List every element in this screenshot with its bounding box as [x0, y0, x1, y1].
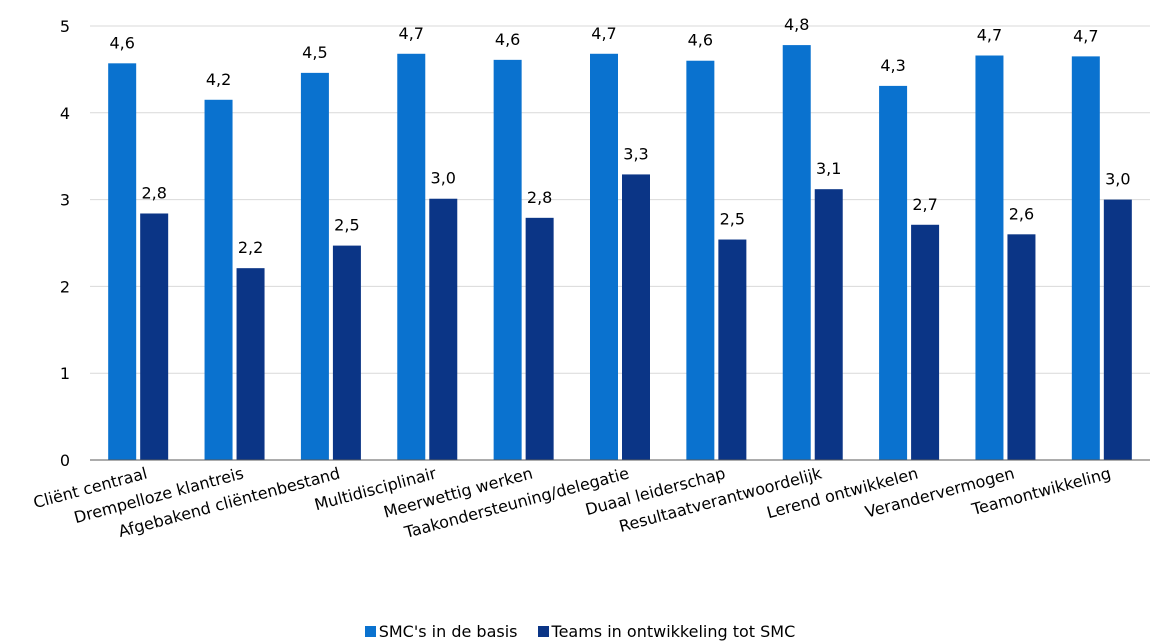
legend-item-series-2: Teams in ontwikkeling tot SMC	[537, 622, 796, 641]
data-label-series-1: 4,7	[399, 24, 424, 43]
bar-series-2	[911, 224, 940, 460]
bars	[108, 45, 1132, 461]
data-label-series-2: 3,3	[623, 144, 648, 163]
bar-series-1	[879, 85, 908, 460]
y-tick-label: 3	[60, 191, 70, 210]
y-tick-label: 4	[60, 104, 70, 123]
data-label-series-1: 4,8	[784, 15, 809, 34]
data-label-series-1: 4,5	[302, 43, 327, 62]
bar-series-2	[814, 189, 843, 460]
data-label-series-1: 4,2	[206, 70, 231, 89]
data-label-series-1: 4,3	[880, 56, 905, 75]
bar-series-2	[236, 268, 265, 460]
bar-series-2	[622, 174, 650, 461]
legend: SMC's in de basis Teams in ontwikkeling …	[0, 622, 1160, 641]
data-label-series-1: 4,6	[688, 31, 713, 50]
y-tick-label: 0	[60, 451, 70, 470]
data-label-series-1: 4,7	[1073, 26, 1098, 45]
bar-series-1	[204, 99, 233, 460]
data-label-series-2: 2,5	[720, 210, 745, 229]
bar-series-2	[1007, 234, 1036, 460]
bar-series-2	[140, 213, 169, 460]
data-label-series-2: 2,8	[141, 183, 166, 202]
y-tick-label: 2	[60, 277, 70, 296]
bar-series-2	[718, 239, 747, 460]
bar-series-2	[525, 217, 554, 460]
legend-item-series-1: SMC's in de basis	[364, 622, 518, 641]
legend-swatch-series-1	[364, 626, 376, 637]
y-tick-label: 1	[60, 364, 70, 383]
bar-series-1	[493, 59, 522, 461]
data-labels: 4,6 4,2 4,5 4,7 4,6 4,7 4,6 4,8 4,3 4,7 4,7 2,8 2,2 2…	[109, 15, 1130, 257]
bar-series-1	[108, 63, 137, 460]
data-label-series-2: 3,1	[816, 159, 841, 178]
data-label-series-2: 3,0	[431, 169, 456, 188]
bar-series-1	[686, 60, 715, 460]
legend-swatch-series-2	[537, 626, 549, 637]
bar-series-2	[1103, 199, 1132, 460]
data-label-series-2: 2,6	[1009, 204, 1034, 223]
data-label-series-2: 2,8	[527, 188, 552, 207]
data-label-series-2: 2,5	[334, 216, 359, 235]
bar-series-2	[429, 198, 458, 460]
data-label-series-1: 4,6	[109, 33, 134, 52]
bar-series-1	[1071, 56, 1100, 460]
bar-series-1	[975, 55, 1004, 461]
bar-series-2	[332, 245, 361, 460]
data-label-series-1: 4,7	[977, 26, 1002, 45]
gridlines	[90, 25, 1150, 374]
data-label-series-1: 4,6	[495, 30, 520, 49]
bar-series-1	[782, 45, 811, 460]
data-label-series-2: 3,0	[1105, 170, 1130, 189]
data-label-series-2: 2,7	[912, 195, 937, 214]
bar-series-1	[300, 72, 329, 460]
legend-label-series-2: Teams in ontwikkeling tot SMC	[551, 622, 796, 641]
data-label-series-1: 4,7	[591, 24, 616, 43]
data-label-series-2: 2,2	[238, 238, 263, 257]
y-axis: 0 1 2 3 4 5	[60, 17, 70, 470]
bar-series-1	[590, 53, 618, 460]
bar-series-1	[397, 53, 426, 460]
legend-label-series-1: SMC's in de basis	[378, 622, 518, 641]
y-tick-label: 5	[60, 17, 70, 36]
